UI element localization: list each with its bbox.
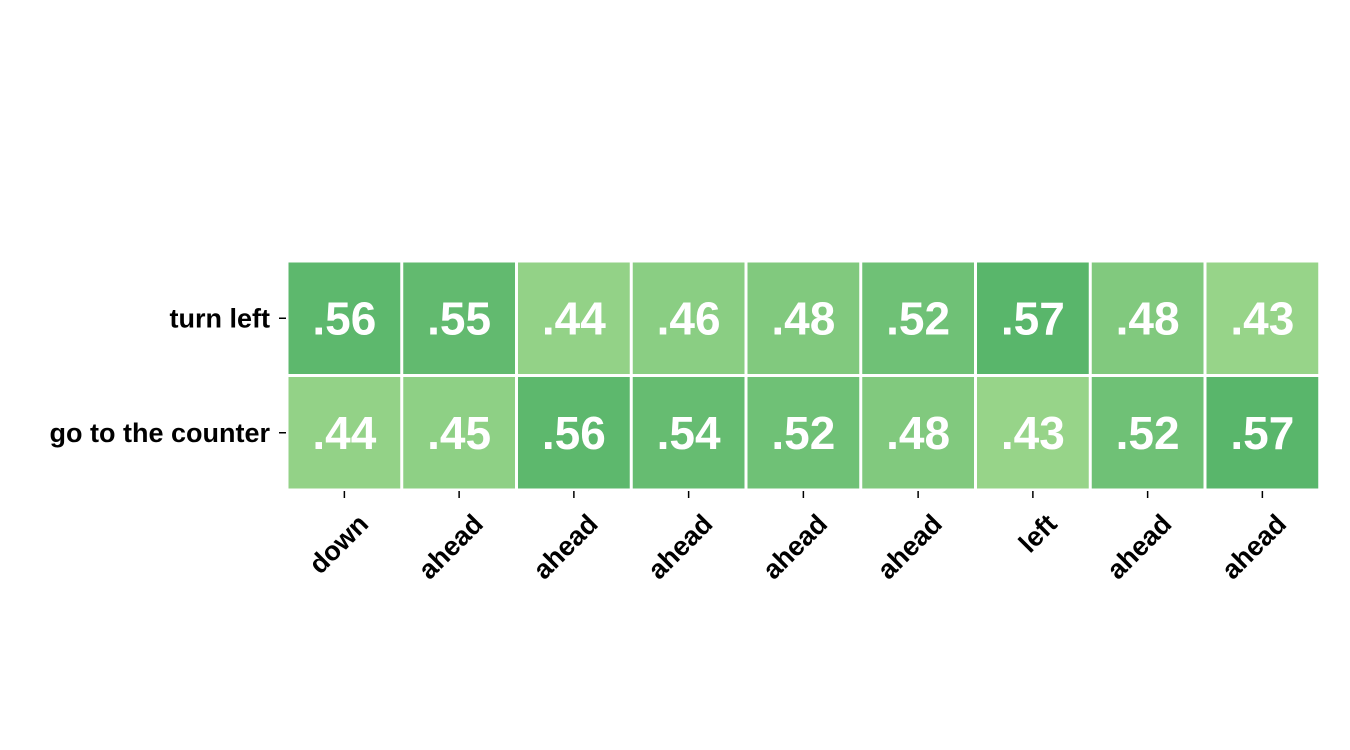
y-axis: turn left go to the counter: [50, 303, 286, 448]
heatmap-cell: [1091, 377, 1204, 489]
column-label: ahead: [872, 509, 948, 585]
cell-value-label: .57: [1001, 292, 1065, 344]
heatmap-cells: .56 .55 .44 .46 .48 .52 .57 .48 .43 .44 .45 .56 .54.…: [288, 262, 1319, 489]
column-label: ahead: [413, 509, 489, 585]
cell-value-label: .52: [771, 407, 835, 459]
cell-value-label: .55: [427, 292, 491, 344]
cell-value-label: .48: [1116, 292, 1180, 344]
heatmap-cell: [518, 377, 630, 489]
cell-value-label: .52: [1116, 407, 1180, 459]
cell-value-label: .52: [886, 292, 950, 344]
x-axis: down ahead ahead ahead ahead ahead left ahead ah…: [303, 491, 1292, 585]
column-label: left: [1013, 509, 1063, 559]
cell-value-label: .54: [657, 407, 721, 459]
heatmap-cell: [518, 262, 630, 374]
heatmap-cell: [747, 262, 860, 374]
cell-value-label: .46: [657, 292, 721, 344]
heatmap-cell: [403, 262, 515, 374]
cell-value-label: .44: [542, 292, 606, 344]
cell-value-label: .45: [427, 407, 491, 459]
cell-value-label: .48: [886, 407, 950, 459]
cell-value-label: .43: [1230, 292, 1294, 344]
heatmap-cell: [862, 262, 974, 374]
heatmap-cell: [862, 377, 974, 489]
cell-value-label: .57: [1230, 407, 1294, 459]
cell-value-label: .48: [771, 292, 835, 344]
heatmap-cell: [1206, 262, 1319, 374]
row-label: turn left: [170, 303, 271, 333]
heatmap-cell: [747, 377, 860, 489]
column-label: ahead: [1216, 509, 1292, 585]
row-label: go to the counter: [50, 418, 271, 448]
heatmap-cell: [288, 377, 401, 489]
cell-value-label: .44: [312, 407, 376, 459]
column-label: ahead: [642, 509, 718, 585]
column-label: ahead: [527, 509, 603, 585]
column-label: ahead: [757, 509, 833, 585]
heatmap-cell: [1091, 262, 1204, 374]
heatmap-cell: [977, 377, 1089, 489]
cell-value-label: .56: [542, 407, 606, 459]
heatmap-cell: [632, 377, 745, 489]
cell-value-label: .43: [1001, 407, 1065, 459]
heatmap-cell: [632, 262, 745, 374]
heatmap-cell: [288, 262, 401, 374]
heatmap-cell: [977, 262, 1089, 374]
heatmap-cell: [403, 377, 515, 489]
heatmap-cell: [1206, 377, 1319, 489]
cell-value-label: .56: [312, 292, 376, 344]
column-label: ahead: [1101, 509, 1177, 585]
column-label: down: [303, 509, 374, 580]
